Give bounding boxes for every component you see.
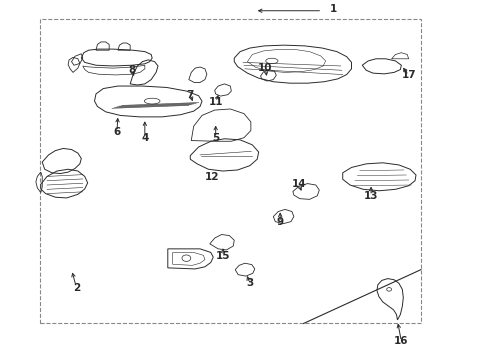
Text: 8: 8 <box>128 64 135 75</box>
Text: 4: 4 <box>141 133 148 143</box>
Text: 7: 7 <box>187 90 194 100</box>
Text: 16: 16 <box>394 336 409 346</box>
Text: 9: 9 <box>277 217 284 227</box>
Text: 1: 1 <box>329 4 337 14</box>
Text: 13: 13 <box>364 191 378 201</box>
Text: 17: 17 <box>401 70 416 80</box>
Text: 5: 5 <box>212 133 220 143</box>
Text: 14: 14 <box>292 179 306 189</box>
Text: 11: 11 <box>208 97 223 107</box>
Text: 12: 12 <box>204 172 219 182</box>
Bar <box>40 19 421 323</box>
Text: 15: 15 <box>216 251 230 261</box>
Text: 3: 3 <box>246 278 253 288</box>
Text: 10: 10 <box>258 63 273 73</box>
Text: 2: 2 <box>73 283 80 293</box>
Text: 6: 6 <box>113 127 121 136</box>
